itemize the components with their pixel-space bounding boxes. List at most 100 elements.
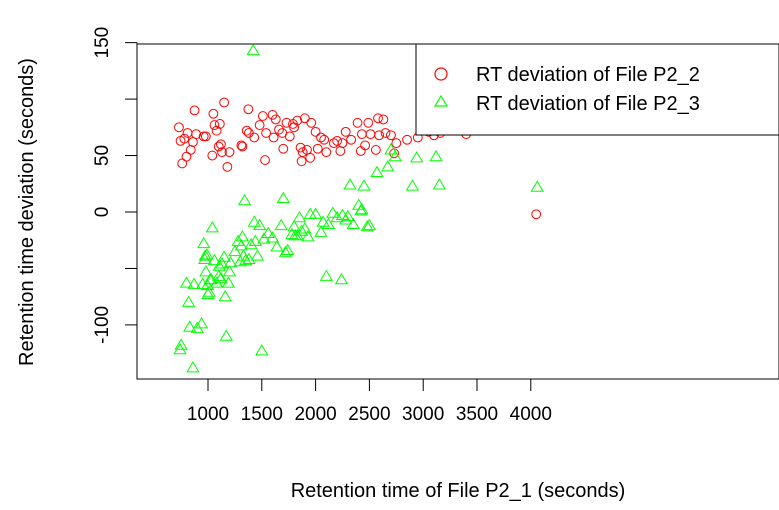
data-point-p2-3 [326, 206, 340, 218]
data-point-p2-3 [194, 316, 209, 329]
data-point-p2-2 [260, 155, 270, 165]
data-point-p2-3 [217, 250, 231, 262]
data-point-p2-2 [363, 117, 374, 128]
data-point-p2-2 [373, 113, 383, 124]
data-point-p2-3 [244, 237, 258, 250]
data-point-p2-3 [207, 253, 222, 266]
data-point-p2-2 [281, 117, 292, 128]
data-point-p2-3 [265, 231, 280, 243]
data-point-p2-2 [360, 140, 370, 151]
data-point-p2-3 [201, 287, 215, 299]
data-point-p2-3 [198, 249, 212, 261]
data-point-p2-3 [274, 218, 288, 231]
data-point-p2-2 [270, 114, 281, 125]
data-point-p2-3 [319, 269, 334, 281]
data-point-p2-3 [181, 295, 196, 307]
data-point-p2-2 [310, 126, 321, 137]
data-point-p2-2 [177, 158, 188, 169]
data-point-p2-3 [222, 265, 237, 277]
data-point-p2-3 [197, 236, 211, 249]
x-tick-label: 1500 [241, 404, 283, 425]
data-point-p2-2 [337, 138, 348, 149]
data-point-p2-2 [380, 128, 391, 138]
data-point-p2-3 [410, 151, 424, 163]
data-point-p2-3 [384, 143, 398, 155]
legend: RT deviation of File P2_2 RT deviation o… [415, 43, 779, 136]
y-axis: 150 50 0 -100 [92, 27, 138, 344]
data-point-p2-2 [213, 141, 224, 152]
data-point-p2-2 [219, 97, 230, 108]
data-point-p2-3 [247, 215, 261, 227]
x-tick-label: 2000 [294, 404, 336, 425]
data-point-p2-3 [308, 207, 323, 219]
data-point-p2-3 [174, 338, 188, 350]
data-point-p2-2 [257, 111, 268, 121]
data-point-p2-3 [205, 221, 219, 233]
data-point-p2-2 [292, 115, 303, 126]
x-tick-label: 3000 [402, 404, 444, 425]
data-point-p2-3 [250, 249, 265, 261]
data-point-p2-2 [319, 134, 330, 145]
data-point-p2-2 [224, 147, 235, 158]
legend-marker-p2-2 [434, 67, 448, 81]
data-point-p2-3 [370, 165, 384, 178]
data-point-p2-3 [248, 234, 263, 246]
data-point-p2-2 [340, 126, 351, 137]
x-tick-label: 4000 [510, 404, 552, 425]
data-point-p2-3 [261, 226, 275, 239]
data-point-p2-3 [381, 160, 395, 172]
legend-label-p2-2: RT deviation of File P2_2 [476, 64, 700, 86]
x-tick-label: 3500 [456, 404, 498, 425]
x-axis-title: Retention time of File P2_1 (seconds) [291, 480, 626, 502]
data-point-p2-3 [223, 256, 238, 268]
data-point-p2-3 [212, 259, 226, 271]
data-point-p2-3 [294, 224, 309, 236]
data-point-p2-3 [234, 239, 249, 251]
data-point-p2-2 [243, 128, 254, 138]
data-point-p2-2 [241, 125, 252, 136]
y-tick-label: 150 [92, 27, 113, 59]
data-point-p2-3 [179, 276, 194, 288]
data-point-p2-3 [287, 219, 301, 232]
data-point-p2-2 [249, 132, 260, 143]
data-point-p2-3 [270, 240, 284, 252]
data-point-p2-3 [221, 276, 236, 288]
x-tick-label: 2500 [348, 404, 390, 425]
data-point-p2-2 [198, 131, 209, 142]
data-point-p2-2 [217, 147, 227, 158]
data-point-p2-2 [243, 104, 254, 115]
data-point-p2-3 [301, 230, 315, 242]
data-point-p2-3 [233, 254, 247, 267]
data-point-p2-3 [214, 271, 228, 284]
data-point-p2-2 [274, 124, 284, 135]
data-point-p2-3 [298, 222, 312, 234]
data-point-p2-2 [391, 138, 402, 149]
data-point-p2-3 [212, 269, 226, 281]
data-point-p2-2 [284, 131, 295, 142]
data-point-p2-2 [207, 150, 218, 161]
data-point-p2-3 [202, 285, 216, 297]
data-point-p2-3 [388, 149, 402, 162]
data-point-p2-3 [432, 178, 447, 190]
data-point-p2-3 [200, 248, 214, 260]
data-point-p2-2 [189, 105, 200, 116]
data-point-p2-2 [306, 117, 317, 128]
data-point-p2-3 [257, 232, 271, 244]
data-point-p2-3 [278, 245, 293, 258]
data-point-p2-2 [316, 132, 326, 143]
data-point-p2-3 [219, 329, 233, 341]
data-point-p2-3 [316, 215, 330, 227]
data-point-p2-3 [405, 179, 420, 191]
data-point-p2-2 [299, 113, 310, 124]
data-point-p2-2 [312, 143, 323, 154]
data-point-p2-3 [334, 272, 349, 285]
data-point-p2-3 [355, 202, 369, 215]
data-point-p2-3 [341, 209, 355, 222]
data-point-p2-2 [356, 129, 367, 139]
data-point-p2-2 [346, 134, 357, 145]
data-point-p2-3 [187, 277, 201, 289]
data-point-p2-2 [181, 151, 192, 162]
data-point-p2-3 [330, 210, 344, 223]
data-point-p2-3 [218, 289, 232, 302]
data-point-p2-2 [305, 152, 316, 163]
